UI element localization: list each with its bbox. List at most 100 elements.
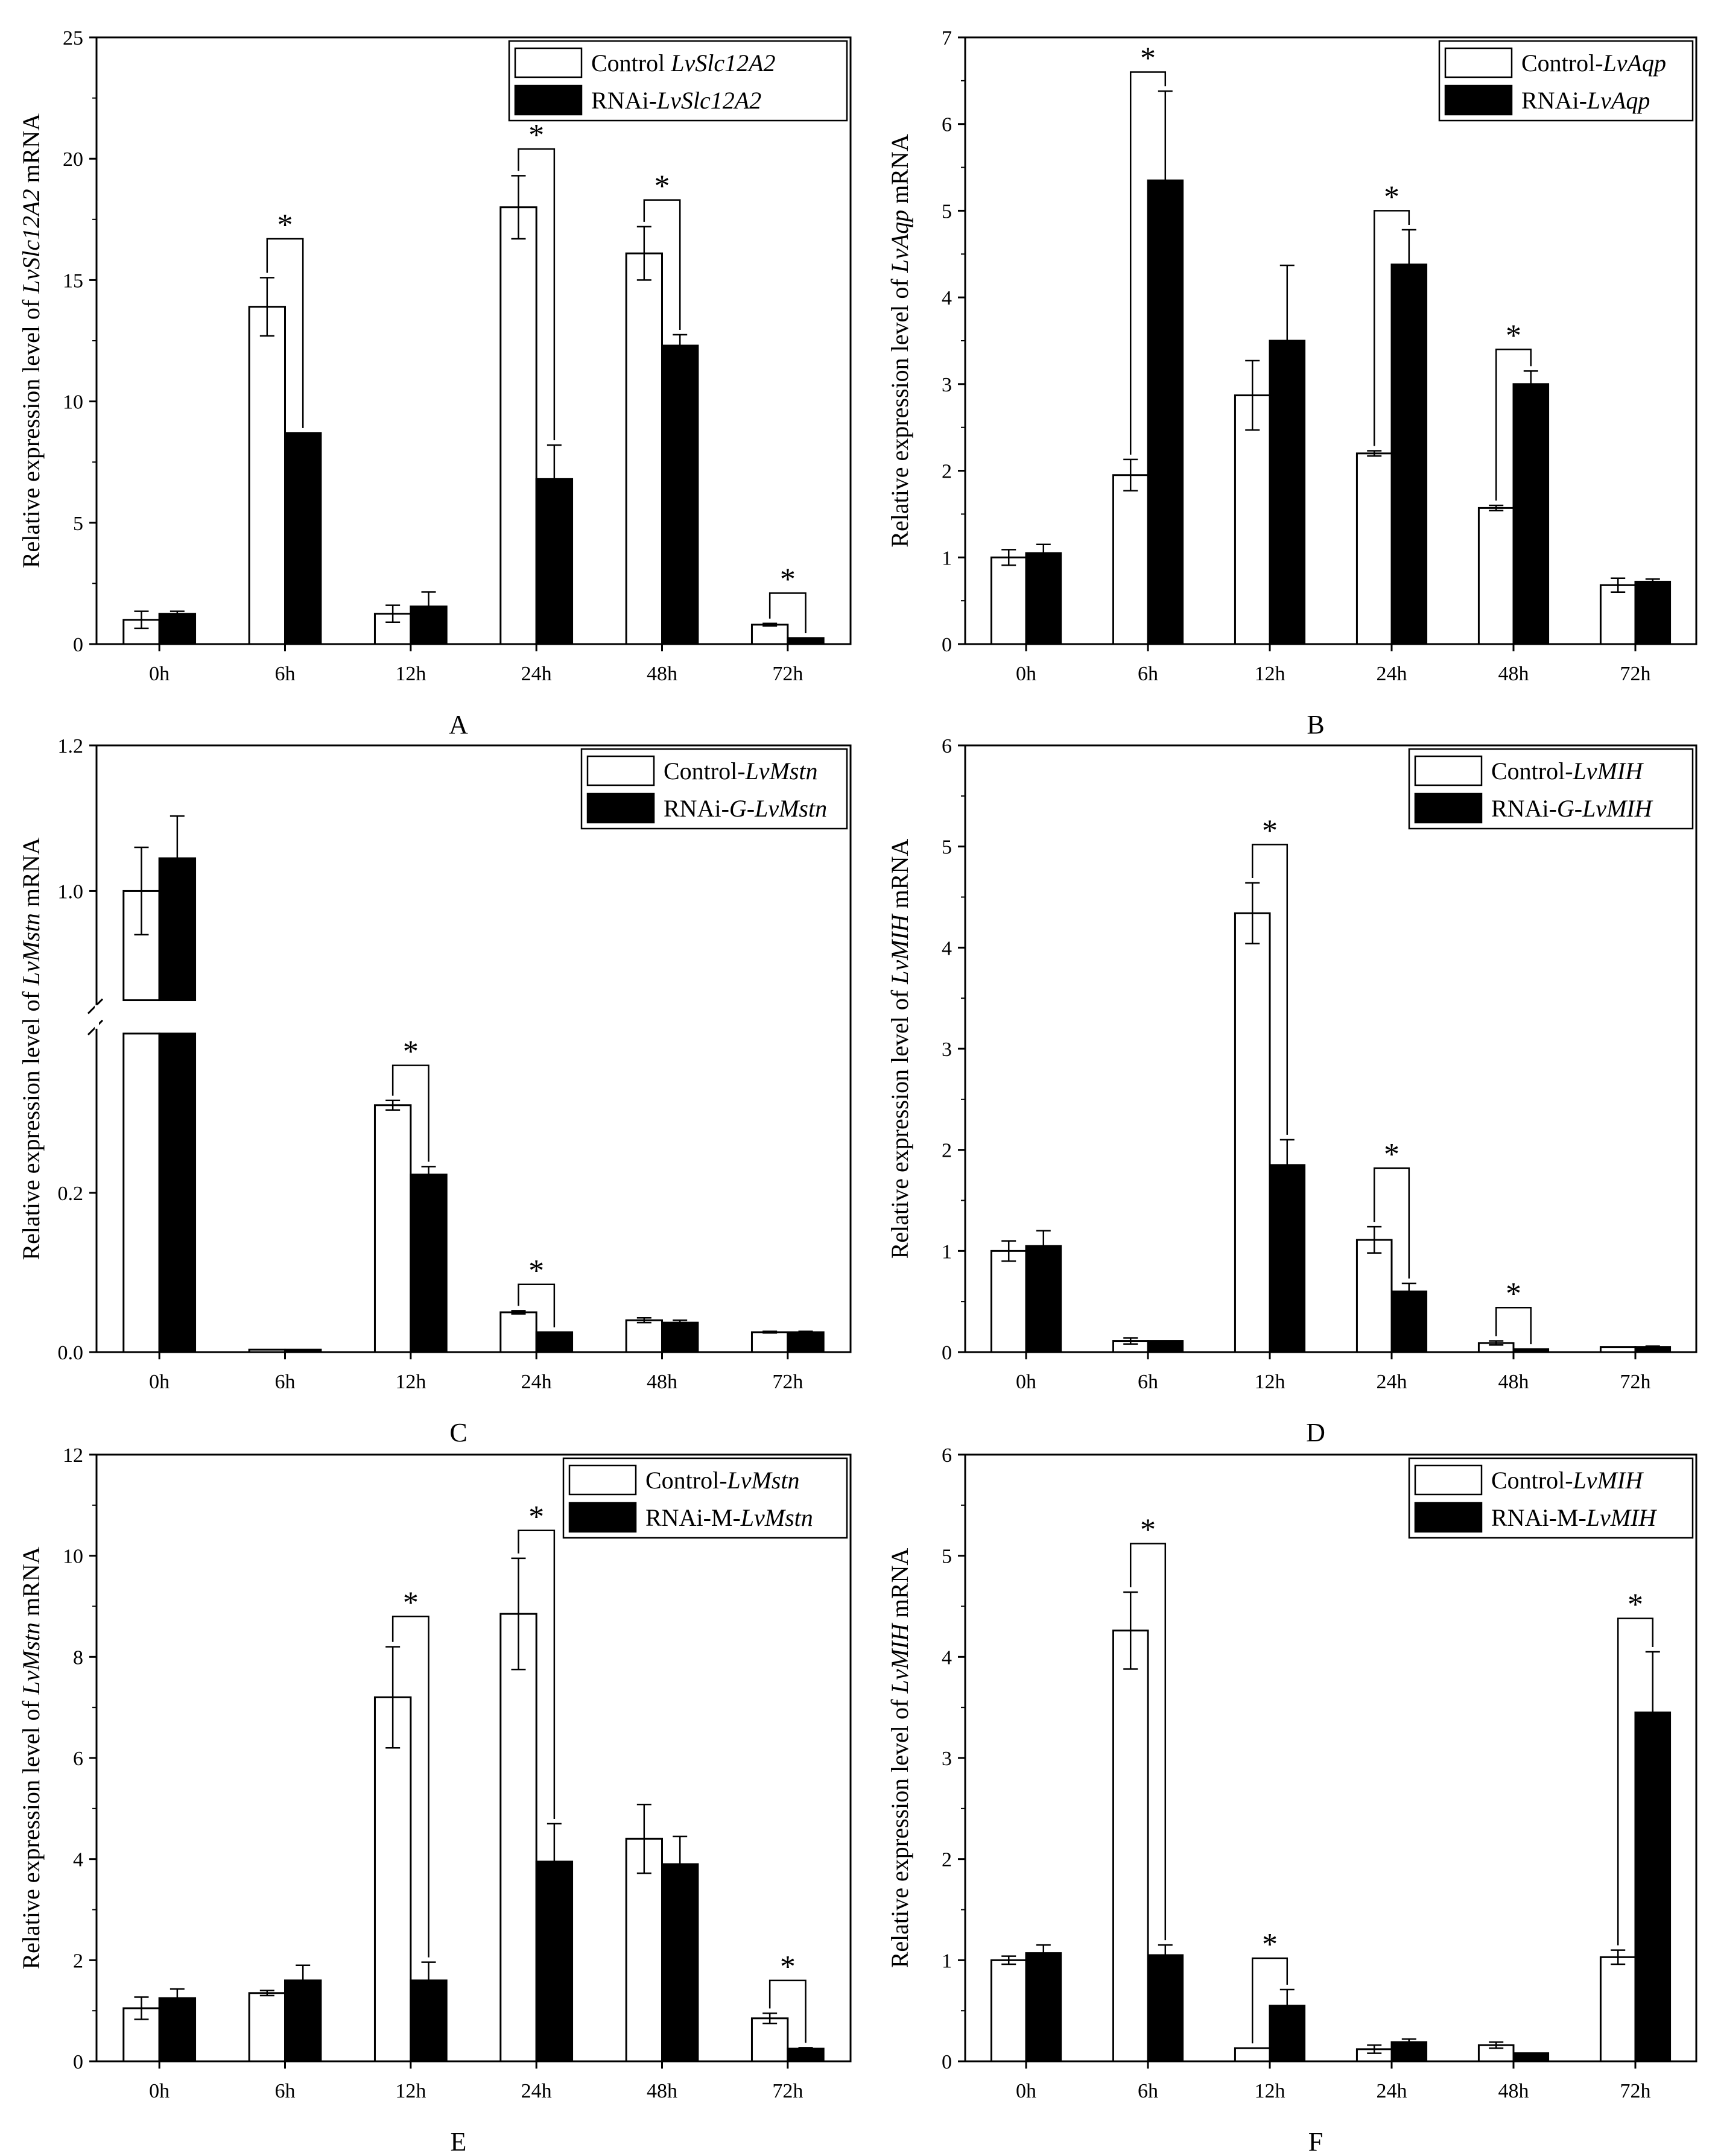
bar-control-12h	[1234, 2047, 1271, 2063]
legend-label-prefix: Control	[591, 49, 671, 77]
significance-bracket-line	[266, 238, 304, 428]
x-tick-label: 12h	[1255, 1371, 1285, 1393]
y-tick-label: 4	[942, 1646, 952, 1669]
y-tick-label: 0	[942, 1342, 952, 1364]
error-bar-control-72h	[762, 1330, 778, 1334]
legend-swatch-rnai	[1414, 792, 1483, 824]
significance-bracket-24h: *	[518, 118, 556, 441]
bar-control-72h	[750, 624, 789, 645]
x-tick-label: 12h	[1255, 663, 1285, 685]
error-bar-rnai-48h	[1523, 370, 1538, 398]
error-bar-rnai-48h	[673, 1319, 688, 1326]
bar-rnai-48h	[661, 344, 699, 645]
bar-rnai-12h	[410, 1174, 448, 1353]
significance-bracket-12h: *	[1251, 1927, 1288, 2044]
x-tick-label: 72h	[1620, 663, 1651, 685]
legend-label-prefix: RNAi-	[1521, 87, 1587, 114]
error-bar-rnai-6h	[1158, 1944, 1173, 1966]
error-bar-control-48h	[1489, 504, 1504, 511]
error-bar-control-6h	[259, 277, 274, 337]
y-tick-label: 5	[942, 200, 952, 223]
error-bar-control-24h	[1367, 2044, 1382, 2054]
bar-control-6h	[1112, 474, 1149, 645]
error-bar-control-0h	[134, 1996, 149, 2020]
significance-bracket-12h: *	[1251, 814, 1288, 1135]
plot-frame	[964, 1453, 1697, 2063]
error-bar-control-24h	[511, 175, 526, 240]
significance-bracket-line	[643, 199, 681, 330]
significance-star: *	[1628, 1588, 1643, 1622]
bar-rnai-12h	[1269, 1164, 1306, 1353]
error-bar-rnai-72h	[798, 1330, 813, 1334]
panel-f: 0 1 2 3 4 5 6 0h 6h 12h 24h 48h 72h * * * Relative expre…	[886, 1444, 1697, 2156]
legend-label-prefix: Control-	[1521, 49, 1603, 77]
significance-star: *	[1506, 1277, 1521, 1311]
x-tick-label: 6h	[1138, 2080, 1158, 2102]
y-tick-label: 5	[942, 1546, 952, 1568]
significance-bracket-line	[1251, 844, 1288, 1135]
significance-bracket-line	[769, 1979, 807, 2043]
legend-label-gene: LvMstn	[745, 757, 818, 785]
panel-letter: B	[1307, 710, 1324, 739]
y-axis-title-suffix: mRNA	[17, 1546, 45, 1622]
axis-break-cover	[95, 1005, 99, 1029]
error-bar-rnai-0h	[170, 610, 185, 617]
x-tick-label: 72h	[772, 2080, 803, 2102]
x-tick-label: 0h	[149, 663, 170, 685]
y-axis-title: Relative expression level of LvAqp mRNA	[886, 134, 913, 548]
x-tick-label: 6h	[1138, 1371, 1158, 1393]
legend-label-control: Control LvSlc12A2	[591, 49, 776, 77]
x-tick-label: 72h	[772, 663, 803, 685]
legend-label-prefix: RNAi-M-	[645, 1504, 741, 1531]
y-tick-label: 15	[63, 270, 83, 292]
bar-rnai-24h	[1390, 264, 1428, 645]
error-bar-rnai-12h	[1279, 264, 1295, 417]
x-tick-label: 24h	[521, 2080, 552, 2102]
y-axis-title-prefix: Relative expression level of	[886, 984, 913, 1259]
error-bar-control-0h	[1001, 1955, 1016, 1965]
error-bar-control-12h	[1245, 359, 1260, 431]
error-bar-control-6h	[1123, 1591, 1138, 1670]
significance-star: *	[403, 1585, 419, 1620]
legend-swatch-rnai	[1414, 1502, 1483, 1533]
y-tick-label: 2	[942, 1849, 952, 1871]
significance-star: *	[1262, 814, 1278, 848]
bar-rnai-72h	[787, 2047, 825, 2063]
x-tick-label: 6h	[275, 663, 296, 685]
bar-rnai-48h	[1512, 2052, 1550, 2063]
x-tick-label: 6h	[275, 1371, 296, 1393]
legend: Control-LvMIH RNAi-G-LvMIH	[1408, 748, 1694, 830]
x-tick-label: 0h	[149, 2080, 170, 2102]
legend-label-prefix: RNAi-	[591, 87, 657, 114]
legend-swatch-rnai	[514, 84, 583, 116]
significance-bracket-24h: *	[518, 1500, 556, 1819]
plot-frame	[95, 36, 852, 645]
x-tick-label: 48h	[1498, 1371, 1529, 1393]
significance-bracket-12h: *	[391, 1035, 430, 1162]
y-tick-label: 0	[73, 2051, 83, 2073]
bar-control-24h	[1355, 452, 1393, 645]
significance-bracket-72h: *	[769, 562, 807, 633]
y-tick-label: 3	[942, 1748, 952, 1770]
error-bar-rnai-12h	[421, 591, 436, 622]
legend-label-gene: G-LvMstn	[729, 795, 827, 822]
y-tick-label: 1	[942, 1950, 952, 1972]
legend-label-gene: LvAqp	[1586, 87, 1650, 114]
significance-star: *	[780, 562, 796, 596]
bar-control-6h	[248, 1992, 286, 2063]
panel-letter: C	[449, 1418, 467, 1447]
y-tick-label: 1.0	[58, 880, 84, 903]
y-tick-label: 10	[63, 1546, 83, 1568]
bar-control-12h	[1234, 394, 1271, 645]
legend-label-control: Control-LvMIH	[1491, 757, 1644, 785]
y-axis-title-gene: LvMIH	[886, 1622, 913, 1694]
y-axis-title-gene: LvMIH	[886, 913, 913, 985]
y-axis-title: Relative expression level of LvMstn mRNA	[17, 837, 45, 1260]
legend-swatch-control	[1414, 755, 1483, 786]
x-tick-label: 0h	[1016, 2080, 1036, 2102]
y-axis-title-prefix: Relative expression level of	[886, 1693, 913, 1968]
legend-swatch-control	[1414, 1464, 1483, 1496]
